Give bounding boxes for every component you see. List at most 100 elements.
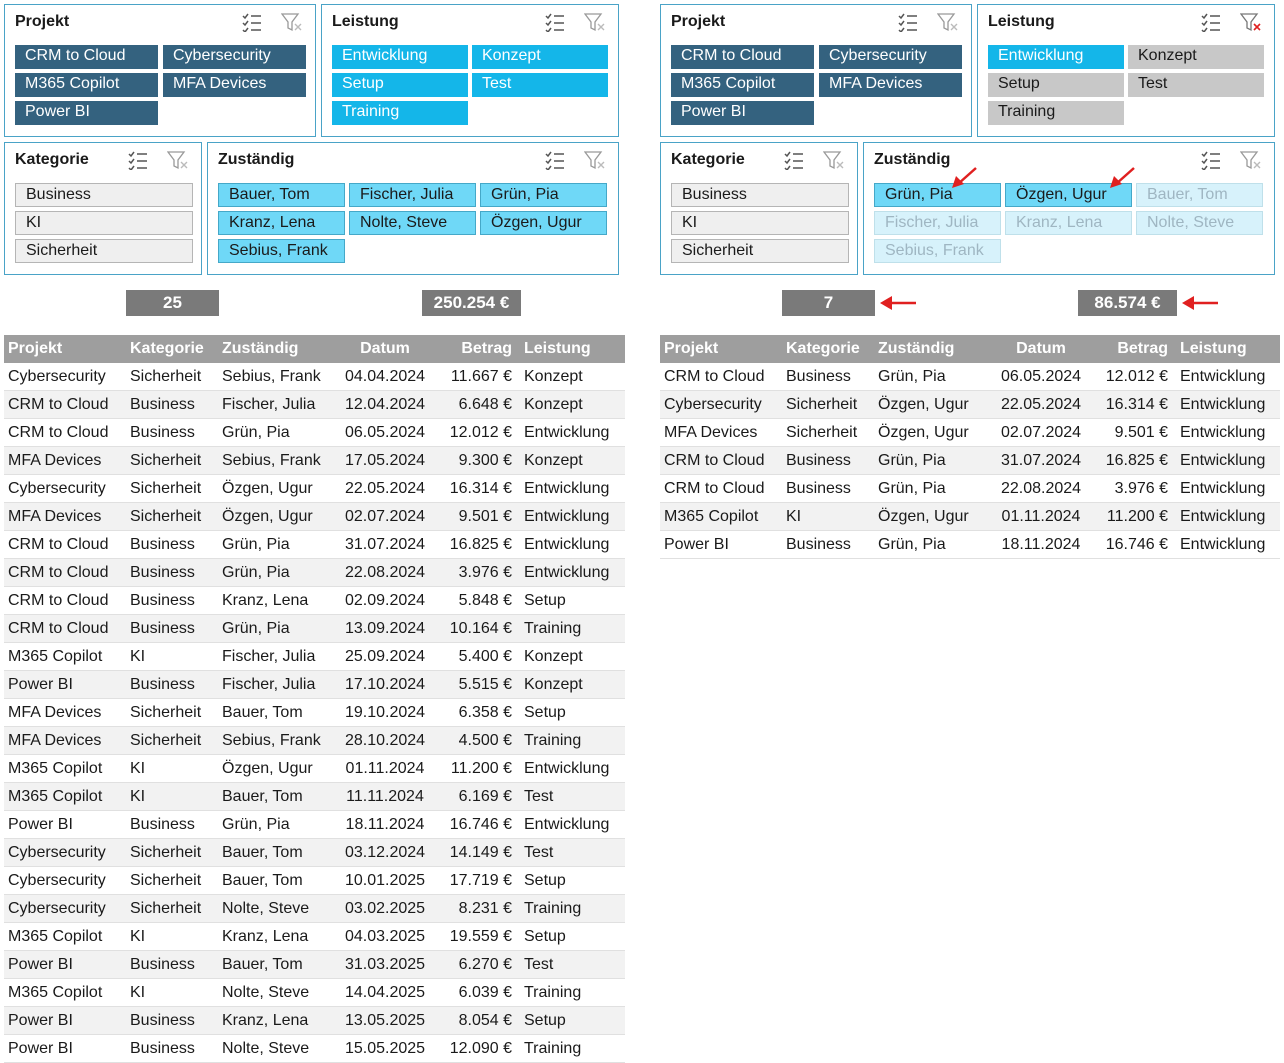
- table-cell[interactable]: 02.09.2024: [331, 586, 435, 615]
- table-cell[interactable]: Nolte, Steve: [218, 1034, 331, 1063]
- table-cell[interactable]: Sicherheit: [126, 698, 218, 727]
- slicer-kategorie-item[interactable]: Sicherheit: [671, 239, 849, 263]
- table-cell[interactable]: 01.11.2024: [987, 502, 1091, 531]
- table-cell[interactable]: 6.270 €: [435, 950, 520, 979]
- table-cell[interactable]: Business: [126, 558, 218, 587]
- table-row[interactable]: M365 Copilot KI Nolte, Steve 14.04.2025 6.03…: [4, 978, 625, 1007]
- table-cell[interactable]: 11.200 €: [435, 754, 520, 783]
- table-cell[interactable]: 14.149 €: [435, 838, 520, 867]
- clear-filter-icon[interactable]: [937, 12, 959, 32]
- table-cell[interactable]: 31.07.2024: [987, 446, 1091, 475]
- table-row[interactable]: MFA Devices Sicherheit Sebius, Frank 17.05.…: [4, 446, 625, 475]
- table-cell[interactable]: 10.01.2025: [331, 866, 435, 895]
- table-cell[interactable]: 02.07.2024: [987, 418, 1091, 447]
- table-cell[interactable]: 13.09.2024: [331, 614, 435, 643]
- table-cell[interactable]: 6.039 €: [435, 978, 520, 1007]
- table-cell[interactable]: Fischer, Julia: [218, 390, 331, 419]
- clear-filter-active-icon[interactable]: [1240, 12, 1262, 32]
- table-cell[interactable]: Entwicklung: [520, 502, 625, 531]
- table-cell[interactable]: Test: [520, 838, 625, 867]
- table-cell[interactable]: Entwicklung: [1176, 530, 1280, 559]
- table-row[interactable]: Cybersecurity Sicherheit Özgen, Ugur 22.05.…: [660, 390, 1280, 419]
- table-cell[interactable]: Training: [520, 894, 625, 923]
- table-cell[interactable]: Grün, Pia: [218, 530, 331, 559]
- table-cell[interactable]: 22.08.2024: [331, 558, 435, 587]
- table-cell[interactable]: Power BI: [4, 950, 126, 979]
- table-cell[interactable]: 25.09.2024: [331, 642, 435, 671]
- clear-filter-icon[interactable]: [281, 12, 303, 32]
- multi-select-icon[interactable]: [1200, 12, 1222, 32]
- slicer-projekt-item[interactable]: Power BI: [671, 101, 814, 125]
- table-cell[interactable]: 9.501 €: [1091, 418, 1176, 447]
- table-cell[interactable]: Business: [126, 530, 218, 559]
- table-cell[interactable]: 5.515 €: [435, 670, 520, 699]
- table-cell[interactable]: Entwicklung: [1176, 418, 1280, 447]
- slicer-zustaendig-item[interactable]: Bauer, Tom: [218, 183, 345, 207]
- table-cell[interactable]: 6.358 €: [435, 698, 520, 727]
- table-row[interactable]: CRM to Cloud Business Kranz, Lena 02.09.202…: [4, 586, 625, 615]
- slicer-zustaendig-item[interactable]: Fischer, Julia: [349, 183, 476, 207]
- column-header[interactable]: Projekt: [4, 335, 126, 363]
- table-cell[interactable]: CRM to Cloud: [660, 446, 782, 475]
- clear-filter-icon[interactable]: [823, 150, 845, 170]
- table-cell[interactable]: 31.07.2024: [331, 530, 435, 559]
- table-cell[interactable]: 3.976 €: [1091, 474, 1176, 503]
- table-cell[interactable]: Özgen, Ugur: [218, 502, 331, 531]
- table-cell[interactable]: 01.11.2024: [331, 754, 435, 783]
- slicer-zustaendig-item[interactable]: Kranz, Lena: [218, 211, 345, 235]
- table-row[interactable]: Power BI Business Grün, Pia 18.11.2024 16.74…: [4, 810, 625, 839]
- table-cell[interactable]: KI: [126, 642, 218, 671]
- table-cell[interactable]: Kranz, Lena: [218, 922, 331, 951]
- table-cell[interactable]: CRM to Cloud: [4, 614, 126, 643]
- slicer-zustaendig-item[interactable]: Grün, Pia: [874, 183, 1001, 207]
- table-cell[interactable]: Power BI: [4, 670, 126, 699]
- table-cell[interactable]: 31.03.2025: [331, 950, 435, 979]
- table-cell[interactable]: 14.04.2025: [331, 978, 435, 1007]
- column-header[interactable]: Datum: [987, 335, 1091, 363]
- table-cell[interactable]: Bauer, Tom: [218, 866, 331, 895]
- column-header[interactable]: Datum: [331, 335, 435, 363]
- table-cell[interactable]: Bauer, Tom: [218, 950, 331, 979]
- table-cell[interactable]: 5.848 €: [435, 586, 520, 615]
- table-cell[interactable]: Sicherheit: [782, 418, 874, 447]
- multi-select-icon[interactable]: [897, 12, 919, 32]
- table-cell[interactable]: CRM to Cloud: [4, 530, 126, 559]
- table-cell[interactable]: Business: [782, 474, 874, 503]
- table-cell[interactable]: Training: [520, 978, 625, 1007]
- table-cell[interactable]: KI: [126, 922, 218, 951]
- table-cell[interactable]: CRM to Cloud: [660, 474, 782, 503]
- table-cell[interactable]: Fischer, Julia: [218, 642, 331, 671]
- table-cell[interactable]: 8.054 €: [435, 1006, 520, 1035]
- table-row[interactable]: M365 Copilot KI Özgen, Ugur 01.11.2024 11.20…: [4, 754, 625, 783]
- slicer-leistung-item[interactable]: Entwicklung: [988, 45, 1124, 69]
- table-cell[interactable]: CRM to Cloud: [4, 390, 126, 419]
- table-cell[interactable]: 18.11.2024: [987, 530, 1091, 559]
- table-cell[interactable]: Grün, Pia: [218, 614, 331, 643]
- table-cell[interactable]: 6.648 €: [435, 390, 520, 419]
- table-cell[interactable]: CRM to Cloud: [660, 363, 782, 391]
- table-row[interactable]: CRM to Cloud Business Grün, Pia 13.09.2024 1…: [4, 614, 625, 643]
- table-cell[interactable]: 04.04.2024: [331, 363, 435, 391]
- table-row[interactable]: CRM to Cloud Business Grün, Pia 22.08.2024 3…: [4, 558, 625, 587]
- table-row[interactable]: MFA Devices Sicherheit Bauer, Tom 19.10.202…: [4, 698, 625, 727]
- table-cell[interactable]: Business: [126, 390, 218, 419]
- table-cell[interactable]: 06.05.2024: [987, 363, 1091, 391]
- slicer-leistung-item[interactable]: Entwicklung: [332, 45, 468, 69]
- table-cell[interactable]: Entwicklung: [520, 810, 625, 839]
- table-cell[interactable]: 18.11.2024: [331, 810, 435, 839]
- table-cell[interactable]: Sicherheit: [126, 363, 218, 391]
- table-cell[interactable]: Business: [782, 530, 874, 559]
- slicer-leistung-item[interactable]: Test: [472, 73, 608, 97]
- multi-select-icon[interactable]: [241, 12, 263, 32]
- table-cell[interactable]: Nolte, Steve: [218, 978, 331, 1007]
- table-cell[interactable]: 06.05.2024: [331, 418, 435, 447]
- table-cell[interactable]: 13.05.2025: [331, 1006, 435, 1035]
- table-cell[interactable]: M365 Copilot: [4, 754, 126, 783]
- table-cell[interactable]: Sebius, Frank: [218, 446, 331, 475]
- slicer-zustaendig-item[interactable]: Nolte, Steve: [1136, 211, 1263, 235]
- table-cell[interactable]: Sicherheit: [126, 866, 218, 895]
- table-cell[interactable]: 9.501 €: [435, 502, 520, 531]
- slicer-leistung-item[interactable]: Konzept: [472, 45, 608, 69]
- table-cell[interactable]: Nolte, Steve: [218, 894, 331, 923]
- table-cell[interactable]: Grün, Pia: [874, 474, 987, 503]
